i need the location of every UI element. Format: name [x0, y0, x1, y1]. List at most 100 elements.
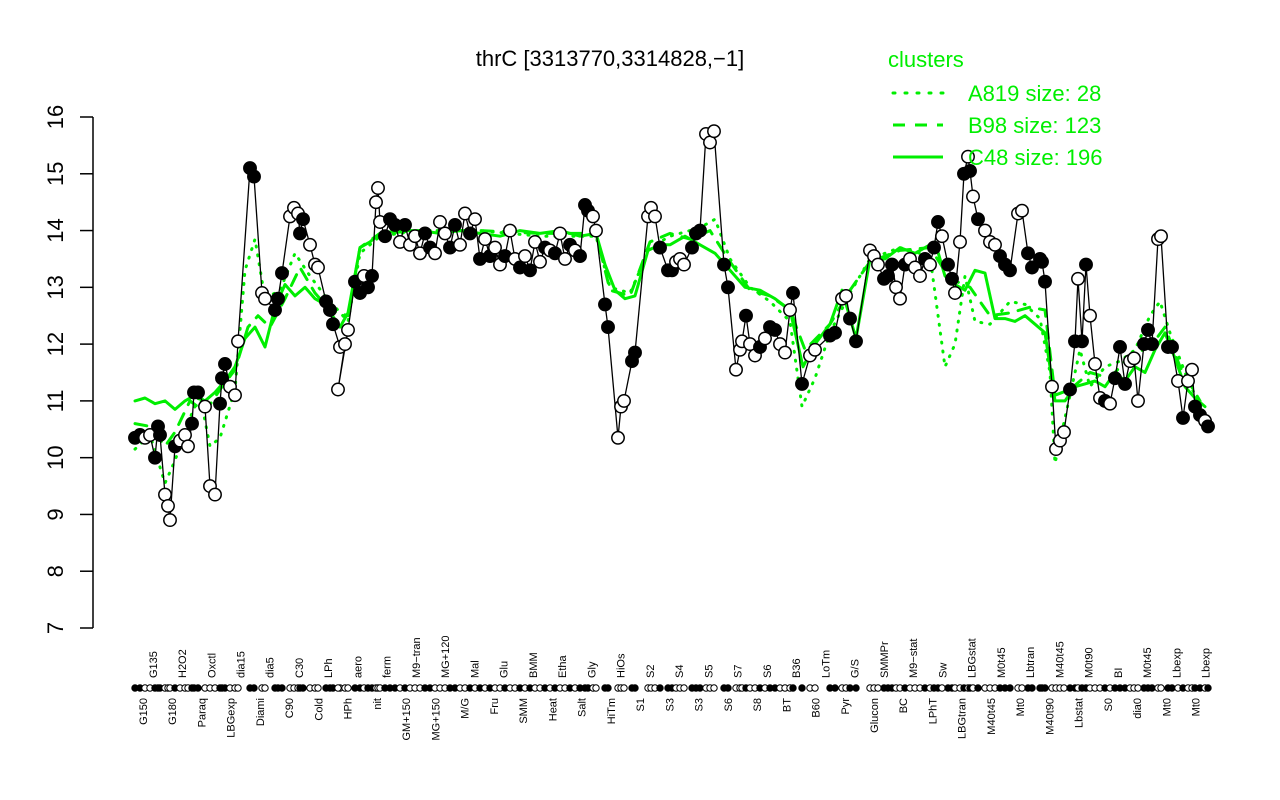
data-point: [478, 232, 492, 247]
x-marker: [234, 684, 242, 692]
legend: clusters A819 size: 28 B98 size: 123 C48…: [888, 47, 1103, 170]
data-point: [717, 257, 731, 272]
x-tick-label: G135: [148, 651, 160, 678]
data-point: [361, 280, 375, 295]
x-tick-label: B60: [811, 698, 823, 718]
data-point: [213, 396, 227, 411]
data-point: [398, 217, 412, 232]
x-tick-label: S6: [723, 698, 735, 711]
x-tick-label: dia0: [1132, 698, 1144, 719]
x-marker: [261, 684, 269, 692]
x-tick-label: LPhT: [927, 698, 939, 725]
data-point: [889, 280, 903, 295]
data-point: [966, 189, 980, 204]
data-point: [881, 269, 895, 283]
y-axis: 7 8 9 10 11 12 13 14 15 16: [43, 105, 94, 634]
data-point: [586, 209, 600, 224]
x-tick-label: C30: [294, 658, 306, 678]
x-marker: [852, 684, 860, 692]
data-point: [153, 428, 167, 442]
data-point: [518, 249, 532, 264]
data-point: [323, 303, 337, 317]
x-tick-label: Salt: [577, 698, 589, 717]
y-tick-label: 12: [43, 332, 68, 356]
data-point: [1145, 337, 1159, 352]
x-tick-label: aero: [352, 656, 364, 678]
x-marker: [194, 684, 202, 692]
x-tick-label: LPh: [323, 658, 335, 678]
data-point: [941, 257, 955, 272]
x-tick-label: Mt0: [1191, 698, 1203, 716]
data-point: [1201, 419, 1215, 434]
data-point: [828, 325, 842, 340]
data-point: [331, 382, 345, 397]
x-axis: G135 H2O2 Oxctl dia15 dia5 C30 LPh aero ferm M9−t…: [131, 636, 1213, 741]
data-point: [808, 342, 822, 357]
x-tick-label: BMM: [528, 652, 540, 678]
x-tick-label: Cold: [313, 698, 325, 721]
data-point: [293, 226, 307, 241]
x-tick-label: dia15: [236, 651, 248, 678]
data-point: [1057, 425, 1071, 440]
x-marker: [1028, 684, 1036, 692]
data-point: [275, 266, 289, 281]
x-tick-label: M0t90: [1084, 647, 1096, 678]
legend-entry-b98: B98 size: 123: [893, 113, 1101, 138]
data-point: [953, 234, 967, 249]
x-marker: [1168, 684, 1176, 692]
y-tick-label: 14: [43, 218, 68, 242]
x-tick-label: Lbtran: [1025, 647, 1037, 678]
x-tick-label: Lbexp: [1171, 648, 1183, 678]
data-point: [758, 331, 772, 346]
legend-entry-c48: C48 size: 196: [893, 145, 1103, 170]
x-tick-label: Paraq: [196, 698, 208, 727]
data-point: [795, 376, 809, 391]
x-tick-label: Gly: [586, 661, 598, 678]
x-tick-label: MG+150: [430, 698, 442, 741]
x-tick-label: HPh: [343, 698, 355, 719]
x-marker: [696, 684, 704, 692]
x-marker: [1204, 684, 1212, 692]
data-point: [1185, 362, 1199, 377]
x-tick-label: dia5: [265, 657, 277, 678]
x-marker: [1148, 684, 1156, 692]
data-point: [786, 286, 800, 300]
data-point: [303, 237, 317, 252]
x-marker: [874, 684, 882, 692]
data-point: [218, 357, 232, 371]
y-tick-label: 9: [43, 508, 68, 520]
chart-title: thrC [3313770,3314828,−1]: [476, 46, 745, 71]
x-marker: [604, 684, 612, 692]
x-marker: [724, 684, 732, 692]
x-tick-label: LBGstat: [967, 638, 979, 678]
x-tick-label: S6: [762, 665, 774, 678]
x-tick-label: M9−stat: [908, 639, 920, 678]
data-point: [326, 317, 340, 332]
x-tick-label: HiTm: [606, 698, 618, 724]
data-point: [617, 393, 631, 408]
data-point: [729, 362, 743, 377]
x-marker: [789, 684, 797, 692]
x-tick-label: Etha: [557, 654, 569, 678]
data-point: [371, 181, 385, 195]
data-point: [178, 428, 192, 442]
x-tick-label: H2O2: [177, 649, 189, 678]
data-point: [653, 240, 667, 255]
legend-label-c48: C48 size: 196: [968, 145, 1103, 170]
y-tick-label: 7: [43, 622, 68, 634]
x-marker: [680, 684, 688, 692]
x-marker: [1060, 684, 1068, 692]
data-point: [523, 263, 537, 278]
data-point: [1021, 246, 1035, 261]
data-point: [573, 249, 587, 264]
data-point: [963, 163, 977, 178]
expression-line: [128, 124, 1215, 528]
data-point: [448, 217, 462, 232]
x-tick-label: SMMPr: [879, 641, 891, 678]
data-point: [1113, 340, 1127, 354]
data-point: [721, 280, 735, 295]
data-point: [783, 303, 797, 317]
data-point: [198, 399, 212, 414]
x-marker: [974, 684, 982, 692]
